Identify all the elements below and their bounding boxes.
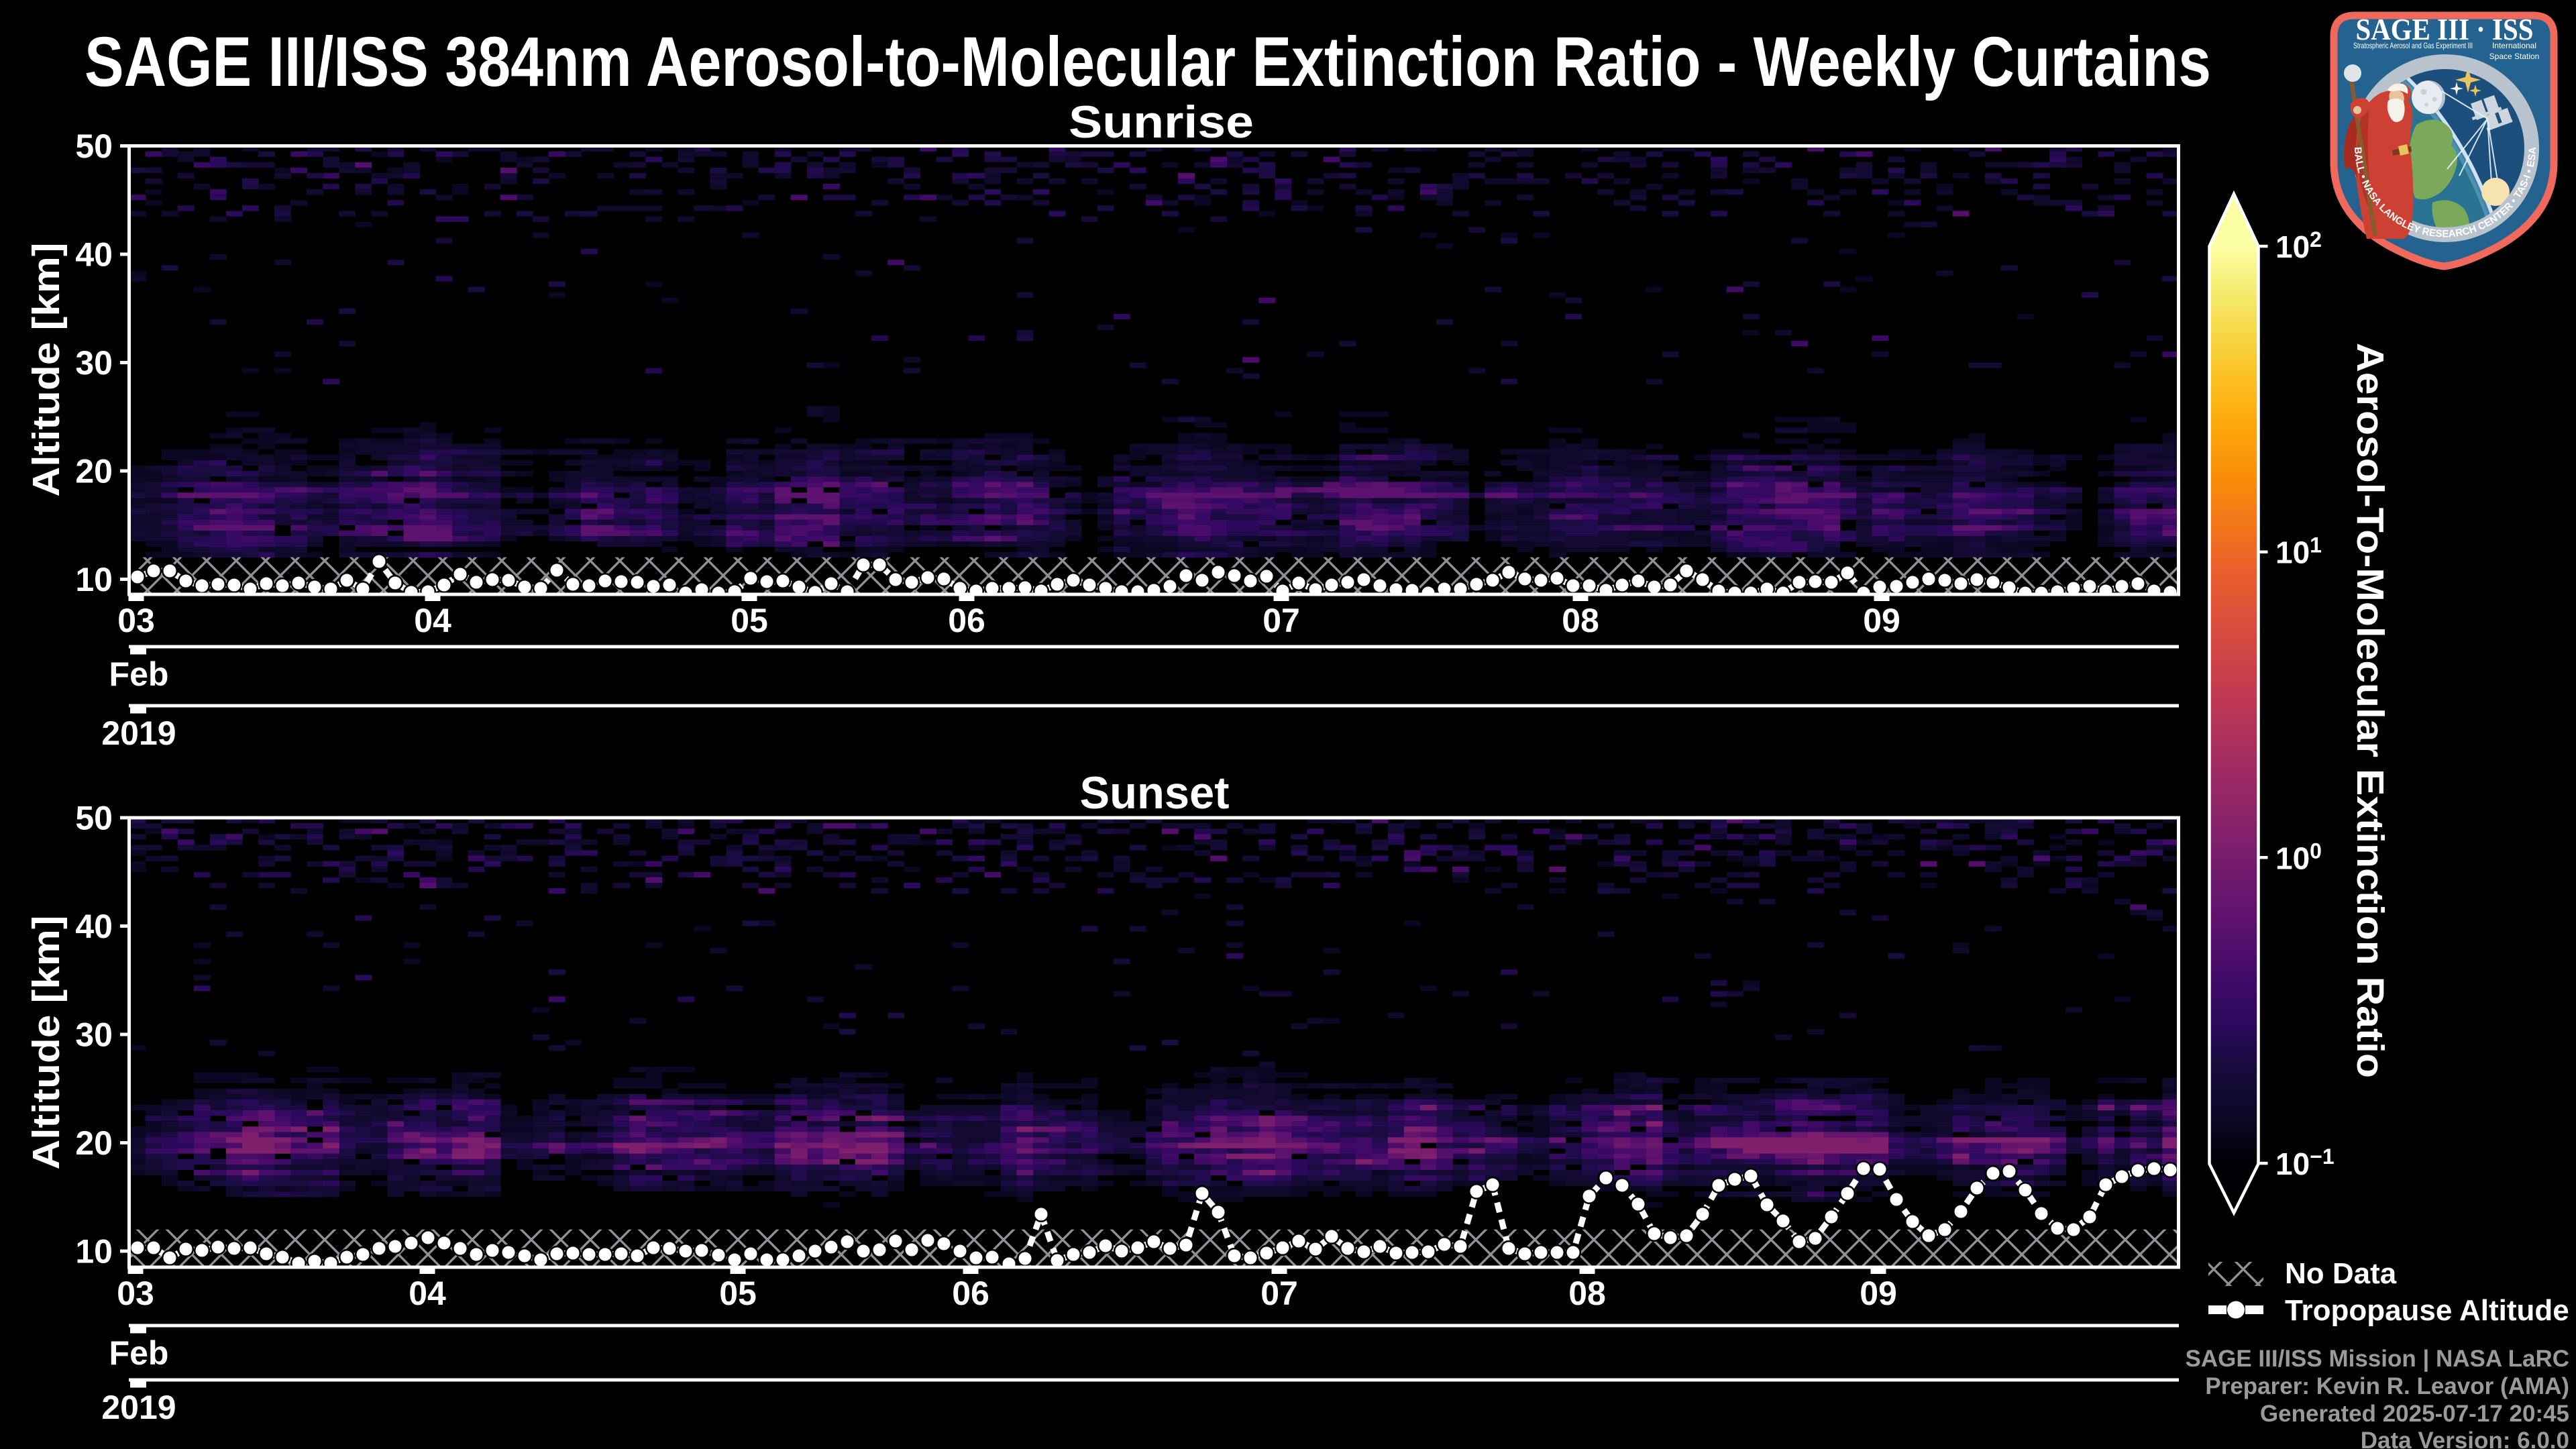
svg-text:04: 04 — [414, 602, 451, 639]
svg-text:30: 30 — [75, 1016, 113, 1054]
svg-text:10: 10 — [75, 561, 113, 598]
svg-text:50: 50 — [75, 127, 113, 165]
svg-text:50: 50 — [75, 800, 113, 837]
svg-text:07: 07 — [1260, 1275, 1298, 1312]
svg-text:30: 30 — [75, 344, 113, 382]
svg-text:Altitude [km]: Altitude [km] — [25, 243, 68, 497]
svg-text:Tropopause Altitude: Tropopause Altitude — [2285, 1294, 2569, 1327]
svg-text:07: 07 — [1263, 602, 1300, 639]
svg-text:No Data: No Data — [2285, 1257, 2397, 1290]
svg-text:10: 10 — [75, 1233, 113, 1271]
svg-text:04: 04 — [409, 1275, 446, 1312]
svg-text:05: 05 — [731, 602, 768, 639]
svg-text:08: 08 — [1568, 1275, 1606, 1312]
svg-text:Aerosol-To-Molecular Extinctio: Aerosol-To-Molecular Extinction Ratio — [2349, 343, 2392, 1078]
svg-text:Sunset: Sunset — [1080, 767, 1230, 818]
svg-text:06: 06 — [948, 602, 985, 639]
svg-text:Space Station: Space Station — [2489, 52, 2540, 61]
svg-text:Feb: Feb — [109, 1334, 169, 1372]
svg-text:03: 03 — [117, 1275, 154, 1312]
svg-text:08: 08 — [1562, 602, 1599, 639]
svg-text:09: 09 — [1863, 602, 1900, 639]
svg-text:40: 40 — [75, 236, 113, 274]
svg-text:05: 05 — [719, 1275, 757, 1312]
svg-text:Altitude [km]: Altitude [km] — [25, 916, 68, 1170]
svg-text:Generated 2025-07-17 20:45: Generated 2025-07-17 20:45 — [2260, 1401, 2569, 1427]
svg-text:Sunrise: Sunrise — [1069, 97, 1254, 148]
svg-text:20: 20 — [75, 1124, 113, 1162]
svg-text:09: 09 — [1860, 1275, 1897, 1312]
svg-text:SAGE III · ISS: SAGE III · ISS — [2356, 12, 2534, 46]
svg-text:2019: 2019 — [101, 1389, 176, 1426]
svg-text:SAGE III/ISS 384nm Aerosol-to-: SAGE III/ISS 384nm Aerosol-to-Molecular … — [85, 23, 2211, 101]
svg-text:20: 20 — [75, 453, 113, 490]
svg-text:Stratospheric Aerosol and Gas: Stratospheric Aerosol and Gas Experiment… — [2353, 41, 2473, 50]
svg-text:40: 40 — [75, 908, 113, 945]
svg-text:2019: 2019 — [101, 714, 176, 752]
svg-text:Feb: Feb — [109, 655, 169, 693]
svg-text:Preparer: Kevin R. Leavor (AMA: Preparer: Kevin R. Leavor (AMA) — [2205, 1373, 2569, 1399]
svg-text:International: International — [2492, 41, 2536, 50]
svg-text:Data Version: 6.0.0: Data Version: 6.0.0 — [2361, 1428, 2569, 1449]
svg-text:03: 03 — [117, 602, 155, 639]
svg-text:SAGE III/ISS Mission | NASA La: SAGE III/ISS Mission | NASA LaRC — [2186, 1346, 2569, 1372]
svg-text:06: 06 — [952, 1275, 989, 1312]
